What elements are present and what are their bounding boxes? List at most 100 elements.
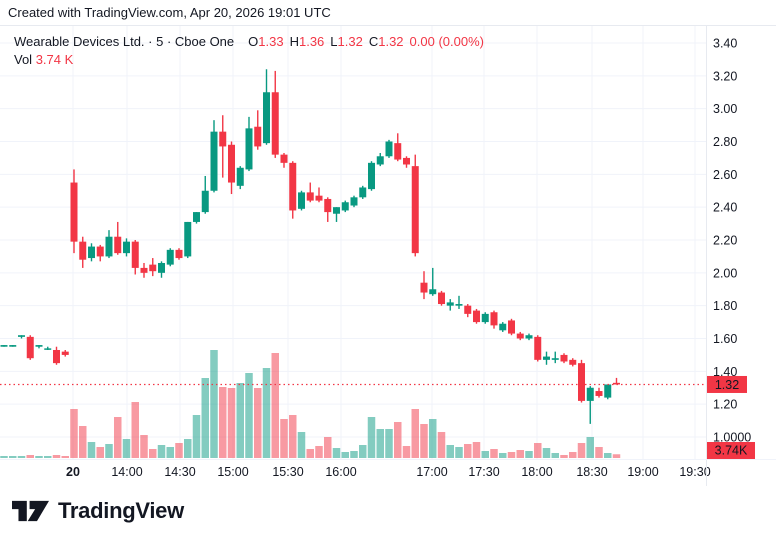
candle-body [175, 249, 183, 259]
candle-body [70, 182, 78, 242]
volume-bar [254, 388, 262, 458]
price-tick-label: 2.00 [713, 266, 737, 280]
candle-body [324, 198, 332, 213]
candle-body [236, 167, 244, 186]
candle-body [219, 131, 227, 147]
close-label: C [368, 34, 379, 49]
candle-body [429, 289, 437, 295]
candle-body [140, 267, 148, 273]
time-tick-label: 17:00 [416, 465, 447, 479]
volume-bar [114, 417, 122, 458]
brand-wordmark: TradingView [58, 498, 184, 523]
time-tick-label: 14:00 [111, 465, 142, 479]
candle-body [499, 323, 507, 331]
price-tick-label: 1.60 [713, 332, 737, 346]
candle-body [61, 351, 69, 355]
candle-body [123, 241, 130, 254]
time-tick-label: 18:30 [576, 465, 607, 479]
candle-body [210, 131, 218, 191]
volume-bar [236, 383, 244, 458]
candle-body [114, 236, 122, 254]
candle-body [595, 391, 603, 396]
candle-wick [554, 351, 556, 364]
candle-body [551, 358, 559, 360]
candle-body [53, 349, 60, 364]
candle-body [420, 282, 428, 293]
candle-body [464, 305, 472, 314]
candle-body [350, 197, 358, 206]
candle-body [79, 241, 87, 260]
legend-line-1: Wearable Devices Ltd. · 5 · Cboe One O1.3… [14, 33, 484, 51]
volume-bar [289, 415, 297, 458]
candle-body [280, 154, 288, 163]
volume-bar [429, 419, 437, 458]
volume-bar [551, 453, 559, 458]
candle-wick [432, 267, 434, 296]
volume-bar [184, 439, 192, 458]
symbol-title[interactable]: Wearable Devices Ltd. · 5 · Cboe One [14, 34, 235, 49]
volume-bar [350, 451, 358, 458]
candle-body [315, 195, 323, 201]
candle-body [586, 387, 594, 401]
low-label: L [330, 34, 338, 49]
volume-bar [245, 373, 253, 458]
candle-series [0, 69, 620, 424]
volume-label: Vol [14, 52, 33, 67]
tradingview-logo[interactable]: TradingView [12, 498, 184, 524]
candle-body [613, 382, 620, 385]
volume-bar [516, 450, 524, 458]
candle-wick [318, 187, 320, 203]
candle-body [543, 356, 550, 360]
volume-bar [560, 455, 568, 458]
candle-body [516, 333, 524, 339]
candle-body [245, 128, 253, 170]
candle-body [481, 313, 489, 323]
volume-bar [385, 429, 393, 458]
volume-bar [455, 447, 463, 458]
candle-body [341, 202, 349, 211]
candle-body [166, 249, 174, 265]
price-tick-label: 1.80 [713, 299, 737, 313]
volume-bar [70, 409, 78, 458]
candle-wick [589, 386, 591, 424]
candle-body [560, 354, 568, 362]
volume-bar [394, 422, 402, 458]
volume-bar [586, 437, 594, 458]
candle-body [18, 335, 25, 337]
candle-wick [309, 182, 311, 203]
volume-bar [437, 432, 446, 458]
candle-body [604, 384, 612, 398]
volume-bar [324, 437, 332, 458]
candle-body [333, 207, 340, 214]
candle-body [376, 156, 384, 165]
legend: Wearable Devices Ltd. · 5 · Cboe One O1.3… [14, 33, 484, 69]
volume-bar [367, 417, 376, 458]
volume-bar [122, 439, 131, 458]
price-tick-label: 2.20 [713, 234, 737, 248]
volume-bar [359, 445, 367, 458]
volume-bar [17, 456, 26, 458]
candle-wick [335, 207, 338, 222]
price-tick-label: 2.40 [713, 201, 737, 215]
volume-bar [472, 442, 481, 458]
volume-bar [525, 451, 533, 458]
volume-bar [604, 453, 612, 458]
volume-bar [44, 456, 52, 458]
volume-bar [420, 424, 428, 458]
time-tick-label: 20 [66, 465, 80, 479]
volume-bar [219, 387, 227, 458]
candle-body [96, 246, 104, 257]
low-value: 1.32 [337, 34, 363, 49]
candle-body [368, 162, 375, 190]
candle-body [446, 302, 454, 306]
tradingview-logo-icon [12, 500, 49, 522]
volume-bar [87, 442, 96, 458]
candle-body [438, 292, 445, 305]
volume-bar [271, 353, 279, 458]
footer: TradingView [0, 487, 776, 546]
time-tick-label: 19:30 [679, 465, 710, 479]
price-tick-label: 3.40 [713, 37, 737, 51]
time-tick-label: 15:30 [272, 465, 303, 479]
candle-body [455, 304, 463, 306]
